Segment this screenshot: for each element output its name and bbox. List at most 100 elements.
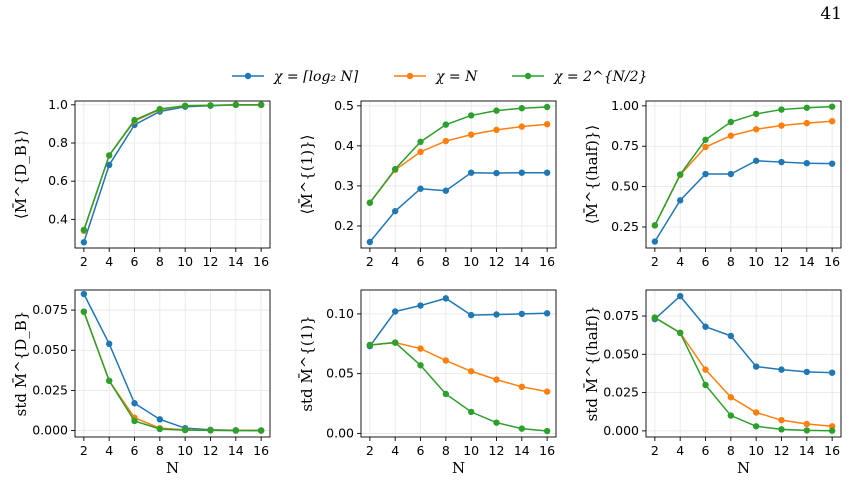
series-line-1 [369,123,548,204]
x-tick-label: 8 [442,443,450,458]
y-tick-label: 1.00 [611,98,639,113]
x-tick-label: 12 [489,443,505,458]
x-tick-label: 16 [539,443,555,458]
data-point [232,101,240,109]
data-point [828,103,836,110]
x-tick-label: 10 [177,254,193,269]
data-point [467,368,475,375]
y-axis-label: ⟨M̄^{(half)}⟩ [583,125,601,224]
x-tick-label: 8 [156,254,164,269]
data-point [366,238,374,246]
data-point [207,102,214,109]
panel-0: 2 4 6 8 10 12 14 16 0.4 0.6 0.8 1.0 ⟨M̄^{D_B}⟩ [12,97,271,269]
data-point [752,409,760,416]
legend-label-2: χ = 2^{N/2} [553,69,647,85]
data-point [105,377,113,384]
data-point [391,165,399,173]
data-point [727,412,735,419]
data-point [702,323,709,330]
series-line-0 [654,295,833,374]
data-point [105,340,113,348]
x-tick-label: 4 [105,443,113,458]
y-tick-label: 0.00 [326,425,354,440]
data-point [417,138,424,146]
data-point [493,419,500,426]
data-point [442,121,450,128]
data-point [493,376,500,383]
axes-frame [74,289,271,438]
data-point [442,357,450,364]
x-tick-label: 6 [702,254,710,269]
data-point [543,169,551,176]
data-point [518,169,526,176]
legend-marker-0 [244,72,252,80]
x-tick-label: 4 [676,443,684,458]
data-point [417,345,424,352]
data-point [131,400,138,407]
data-point [828,117,836,125]
data-point [518,425,526,432]
x-tick-label: 14 [228,254,244,269]
series-line-2 [369,341,548,432]
data-point [80,308,88,315]
data-point [366,199,374,206]
x-tick-label: 14 [799,254,815,269]
y-axis-label: std M̄^{(1)} [298,315,316,411]
axes-frame [74,100,271,249]
y-tick-label: 0.050 [32,342,68,357]
data-point [543,121,551,128]
data-point [391,308,399,315]
series-line-1 [369,341,548,393]
data-point [417,185,424,192]
data-point [727,170,735,178]
data-point [702,381,709,389]
chart-legend: χ = ⌈log₂ N⌉ χ = N χ = 2^{N/2} [232,69,647,85]
data-point [493,126,500,134]
data-point [778,366,785,373]
axes-frame [360,100,557,249]
data-point [651,314,659,321]
x-tick-label: 4 [105,254,113,269]
axes-frame [360,289,557,438]
y-tick-label: 0.075 [603,308,639,323]
data-point [417,362,424,369]
series-line-0 [369,171,548,243]
data-point [778,122,785,129]
x-tick-label: 4 [391,254,399,269]
data-point [651,222,659,229]
data-point [803,368,811,376]
data-point [727,393,735,401]
data-point [651,238,659,245]
y-tick-label: 0.50 [611,179,639,194]
data-point [156,105,164,113]
x-tick-label: 10 [748,443,764,458]
data-point [467,131,475,138]
x-tick-label: 2 [80,443,88,458]
data-point [543,427,551,435]
x-tick-label: 16 [824,254,840,269]
x-tick-label: 8 [727,254,735,269]
data-point [828,369,836,376]
x-tick-label: 14 [514,443,530,458]
y-tick-label: 0.025 [32,382,68,397]
x-tick-label: 14 [514,254,530,269]
y-tick-label: 0.6 [48,173,68,188]
x-axis-label: N [166,459,179,477]
series-line-1 [654,316,833,428]
data-point [702,170,709,178]
data-point [518,123,526,130]
y-axis-label: std M̄^{(half)} [583,306,601,422]
y-tick-label: 0.8 [48,135,68,150]
data-point [467,169,475,176]
y-tick-label: 0.10 [326,306,354,321]
data-point [518,310,526,318]
series-line-2 [369,106,548,204]
x-tick-label: 6 [131,443,139,458]
data-point [232,427,240,434]
x-tick-label: 2 [651,443,659,458]
x-tick-label: 12 [203,254,219,269]
data-point [257,101,265,109]
y-tick-label: 0.4 [48,211,68,226]
